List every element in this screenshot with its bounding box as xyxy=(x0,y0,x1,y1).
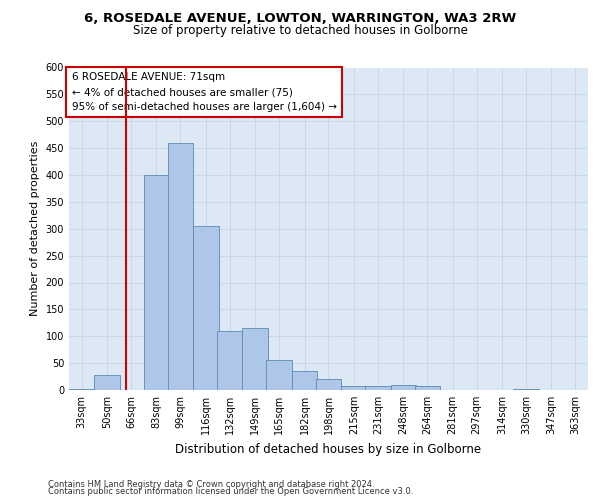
Bar xyxy=(365,386,391,390)
Bar xyxy=(193,226,218,390)
Bar xyxy=(144,175,169,390)
Text: Contains HM Land Registry data © Crown copyright and database right 2024.: Contains HM Land Registry data © Crown c… xyxy=(48,480,374,489)
Bar xyxy=(69,389,94,390)
Bar xyxy=(168,143,193,390)
Text: Size of property relative to detached houses in Golborne: Size of property relative to detached ho… xyxy=(133,24,467,37)
Bar xyxy=(292,371,317,390)
Text: 6 ROSEDALE AVENUE: 71sqm
← 4% of detached houses are smaller (75)
95% of semi-de: 6 ROSEDALE AVENUE: 71sqm ← 4% of detache… xyxy=(71,72,337,112)
Bar xyxy=(341,386,367,390)
Bar xyxy=(316,379,341,390)
Bar xyxy=(242,328,268,390)
Bar xyxy=(266,360,292,390)
Bar xyxy=(217,331,242,390)
Y-axis label: Number of detached properties: Number of detached properties xyxy=(30,141,40,316)
Bar xyxy=(94,375,120,390)
Bar xyxy=(391,384,416,390)
Bar xyxy=(415,386,440,390)
Text: 6, ROSEDALE AVENUE, LOWTON, WARRINGTON, WA3 2RW: 6, ROSEDALE AVENUE, LOWTON, WARRINGTON, … xyxy=(84,12,516,26)
X-axis label: Distribution of detached houses by size in Golborne: Distribution of detached houses by size … xyxy=(175,442,482,456)
Text: Contains public sector information licensed under the Open Government Licence v3: Contains public sector information licen… xyxy=(48,487,413,496)
